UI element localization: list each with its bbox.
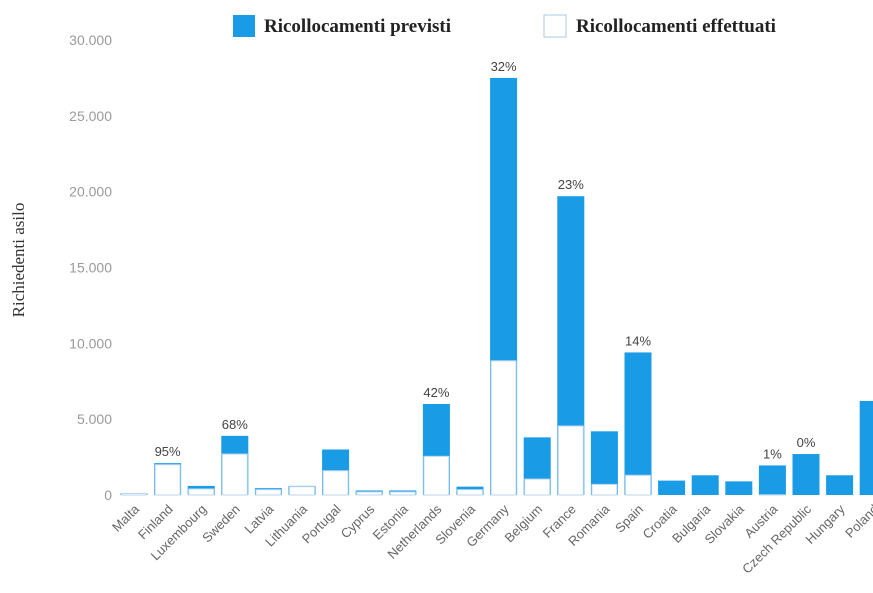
x-tick-label: Sweden bbox=[199, 502, 243, 546]
bar-effettuati bbox=[457, 489, 483, 496]
percentage-label: 1% bbox=[763, 446, 782, 461]
percentage-label: 68% bbox=[222, 417, 248, 432]
y-tick-label: 0 bbox=[104, 487, 112, 503]
x-axis-ticks: MaltaFinlandLuxembourgSwedenLatviaLithua… bbox=[109, 501, 873, 577]
legend-label-previsti: Ricollocamenti previsti bbox=[264, 16, 451, 37]
bar-previsti bbox=[758, 465, 786, 495]
y-tick-label: 30.000 bbox=[69, 32, 112, 48]
bar-effettuati bbox=[356, 491, 383, 496]
bar-previsti bbox=[624, 352, 652, 495]
bar-effettuati bbox=[221, 453, 248, 496]
bar-effettuati bbox=[389, 491, 416, 496]
y-tick-label: 5.000 bbox=[77, 411, 112, 427]
legend-swatch-effettuati bbox=[543, 14, 567, 38]
bar-effettuati bbox=[322, 470, 349, 496]
bar-effettuati bbox=[557, 425, 584, 496]
bar-effettuati bbox=[423, 455, 450, 496]
x-tick-label: Belgium bbox=[502, 502, 546, 546]
y-axis-ticks: 0 5.000 10.000 15.000 20.000 25.000 30.000 bbox=[69, 32, 112, 503]
bar-previsti bbox=[826, 475, 854, 495]
bar-effettuati bbox=[188, 488, 215, 496]
bar-effettuati bbox=[490, 360, 517, 496]
bar-effettuati bbox=[154, 464, 181, 496]
bar-previsti bbox=[859, 400, 873, 495]
bar-effettuati bbox=[625, 474, 651, 496]
bar-effettuati bbox=[255, 489, 282, 496]
bar-effettuati bbox=[289, 486, 315, 496]
bar-effettuati bbox=[524, 478, 551, 496]
y-tick-label: 15.000 bbox=[69, 260, 112, 276]
percentage-label: 32% bbox=[491, 59, 517, 74]
legend-swatch-previsti bbox=[233, 15, 255, 37]
y-axis-label: Richiedenti asilo bbox=[9, 203, 28, 318]
percentage-label: 95% bbox=[155, 444, 181, 459]
legend-label-effettuati: Ricollocamenti effettuati bbox=[576, 16, 776, 37]
bar-previsti bbox=[725, 481, 753, 495]
percentage-labels: 95% 68% 42% 32% 23% 14% 1% 0% bbox=[155, 59, 816, 462]
bar-previsti bbox=[691, 475, 719, 495]
percentage-label: 42% bbox=[423, 385, 449, 400]
bar-effettuati bbox=[121, 492, 147, 496]
percentage-label: 0% bbox=[797, 435, 816, 450]
legend: Ricollocamenti previsti Ricollocamenti e… bbox=[233, 14, 776, 38]
bar-previsti bbox=[792, 454, 820, 495]
y-tick-label: 10.000 bbox=[69, 335, 112, 351]
y-tick-label: 25.000 bbox=[69, 108, 112, 124]
y-tick-label: 20.000 bbox=[69, 184, 112, 200]
percentage-label: 14% bbox=[625, 333, 651, 348]
bar-previsti bbox=[658, 480, 686, 495]
x-tick-label: Poland bbox=[842, 502, 873, 541]
bars bbox=[120, 77, 873, 496]
bar-effettuati bbox=[591, 483, 618, 496]
percentage-label: 23% bbox=[558, 177, 584, 192]
